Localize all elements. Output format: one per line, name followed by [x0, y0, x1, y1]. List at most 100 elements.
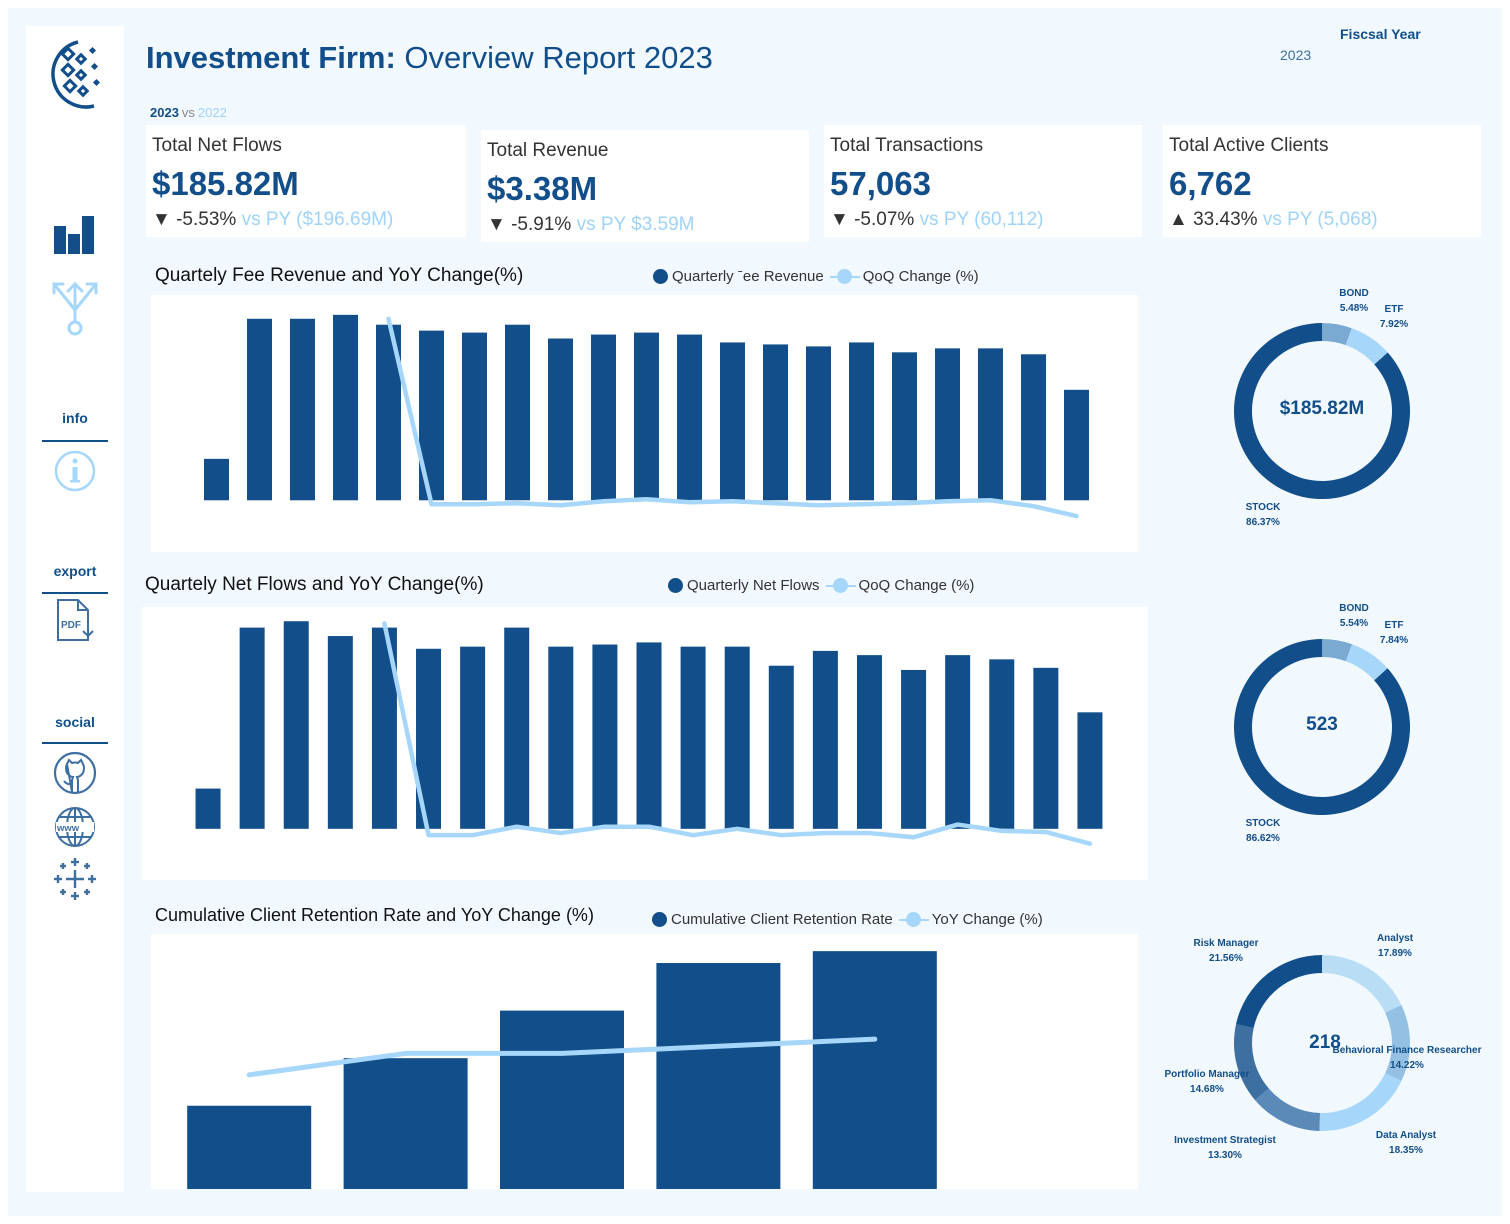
kpi-change: ▼ -5.07% vs PY (60,112) — [830, 209, 1044, 231]
bar[interactable] — [978, 348, 1003, 501]
current-year: 2023 — [150, 105, 179, 120]
bar[interactable] — [343, 1058, 468, 1189]
bar[interactable] — [806, 346, 831, 501]
donut-label-stock: STOCK 86.62% — [1242, 816, 1284, 846]
bar[interactable] — [634, 332, 659, 501]
slice-name: ETF — [1384, 304, 1404, 315]
globe-www-icon[interactable]: www — [50, 804, 100, 850]
net-flows-chart-title: Quartely Net Flows and YoY Change(%) — [145, 574, 484, 595]
donut-slice-etf[interactable] — [1345, 328, 1388, 365]
bar[interactable] — [680, 646, 706, 829]
donut-slice-analyst[interactable] — [1322, 955, 1402, 1013]
legend-bar-label: Quarterly ˉee Revenue — [672, 268, 824, 285]
donut-slice-bond[interactable] — [1322, 639, 1353, 662]
bar[interactable] — [656, 963, 781, 1189]
bar[interactable] — [460, 646, 486, 829]
slice-percent: 86.62% — [1246, 833, 1280, 844]
bar[interactable] — [1033, 667, 1059, 829]
bar[interactable] — [1064, 389, 1089, 501]
legend-line-label: YoY Change (%) — [931, 911, 1043, 928]
slice-percent: 5.48% — [1339, 303, 1369, 314]
pdf-download-icon[interactable]: PDF — [50, 598, 100, 644]
bar[interactable] — [333, 314, 358, 501]
bar[interactable] — [945, 655, 971, 829]
bar[interactable] — [849, 342, 874, 501]
legend-bar-label: Quarterly Net Flows — [687, 577, 820, 594]
slice-percent: 5.54% — [1339, 618, 1369, 629]
donut-slice-data-analyst[interactable] — [1319, 1073, 1402, 1131]
bar[interactable] — [500, 1010, 624, 1189]
bar[interactable] — [505, 324, 530, 501]
fiscal-year-filter-value[interactable]: 2023 — [1280, 47, 1312, 63]
bar[interactable] — [892, 352, 917, 501]
bar[interactable] — [901, 669, 927, 829]
bar[interactable] — [720, 342, 745, 501]
bar[interactable] — [591, 334, 616, 501]
slice-name: Analyst — [1376, 933, 1414, 944]
donut-slice-etf[interactable] — [1345, 644, 1388, 681]
branch-arrows-icon[interactable] — [50, 280, 100, 340]
slice-name: Investment Strategist — [1174, 1135, 1276, 1146]
change-line[interactable] — [386, 316, 1079, 519]
donut-slice-portfolio-manager[interactable] — [1234, 1024, 1269, 1101]
info-icon[interactable] — [50, 448, 100, 494]
bar[interactable] — [504, 627, 530, 829]
kpi-change: ▼ -5.53% vs PY ($196.69M) — [152, 209, 393, 231]
bar[interactable] — [677, 334, 702, 501]
bar[interactable] — [204, 458, 229, 501]
bar[interactable] — [462, 332, 487, 501]
kpi-card-revenue: Total Revenue $3.38M ▼ -5.91% vs PY $3.5… — [481, 130, 809, 242]
change-line[interactable] — [246, 1036, 878, 1078]
donut-center-value: 523 — [1306, 714, 1338, 735]
bar[interactable] — [856, 655, 882, 829]
bar[interactable] — [812, 951, 937, 1189]
change-line[interactable] — [382, 621, 1093, 846]
bar[interactable] — [592, 644, 618, 829]
slice-name: BOND — [1339, 603, 1369, 614]
bar[interactable] — [812, 650, 838, 829]
bar[interactable] — [187, 1105, 312, 1189]
bar[interactable] — [239, 627, 265, 829]
svg-text:www: www — [56, 823, 80, 834]
kpi-label: Total Active Clients — [1169, 135, 1329, 156]
fee-revenue-chart-title: Quartely Fee Revenue and YoY Change(%) — [155, 265, 524, 286]
slice-name: STOCK — [1245, 502, 1281, 513]
kpi-change-percent: -5.07% — [854, 209, 915, 230]
bar[interactable] — [935, 348, 960, 501]
bar[interactable] — [636, 642, 662, 829]
bar[interactable] — [989, 659, 1015, 829]
chart-svg — [204, 314, 1089, 519]
bar[interactable] — [290, 318, 315, 501]
bar[interactable] — [1077, 712, 1103, 829]
bar[interactable] — [327, 636, 353, 829]
bar[interactable] — [768, 665, 794, 829]
bar-chart-icon[interactable] — [50, 212, 100, 258]
bar[interactable] — [247, 318, 272, 501]
bar[interactable] — [548, 338, 573, 501]
bar[interactable] — [548, 646, 574, 829]
page-title: Investment Firm: Overview Report 2023 — [146, 40, 713, 76]
donut-slice-bond[interactable] — [1322, 323, 1352, 346]
bar[interactable] — [724, 646, 750, 829]
year-comparison: 2023 vs 2022 — [150, 105, 227, 120]
donut-slice-investment-strategist[interactable] — [1255, 1088, 1320, 1131]
kpi-previous-year: vs PY $3.59M — [576, 214, 695, 235]
tableau-icon[interactable] — [50, 856, 100, 902]
donut-svg — [1234, 323, 1410, 499]
slice-name: ETF — [1384, 620, 1404, 631]
fee-revenue-legend: Quarterly ˉee Revenue QoQ Change (%) — [653, 268, 979, 285]
kpi-card-transactions: Total Transactions 57,063 ▼ -5.07% vs PY… — [824, 125, 1142, 237]
donut-center-value: 218 — [1309, 1032, 1341, 1053]
sidebar-section-social-label: social — [55, 714, 95, 730]
bar[interactable] — [763, 344, 788, 501]
donut-slice-behavioral-finance-researcher[interactable] — [1385, 1004, 1410, 1082]
bar[interactable] — [1021, 354, 1046, 501]
donut-slice-risk-manager[interactable] — [1236, 955, 1322, 1028]
github-icon[interactable] — [50, 750, 100, 796]
bar[interactable] — [195, 788, 221, 829]
transactions-asset-donut — [1222, 629, 1422, 825]
slice-name: Portfolio Manager — [1164, 1069, 1250, 1080]
bar[interactable] — [283, 621, 309, 829]
donut-label-portfolio-manager: Portfolio Manager 14.68% — [1160, 1067, 1254, 1097]
retention-chart-title: Cumulative Client Retention Rate and YoY… — [155, 905, 594, 925]
